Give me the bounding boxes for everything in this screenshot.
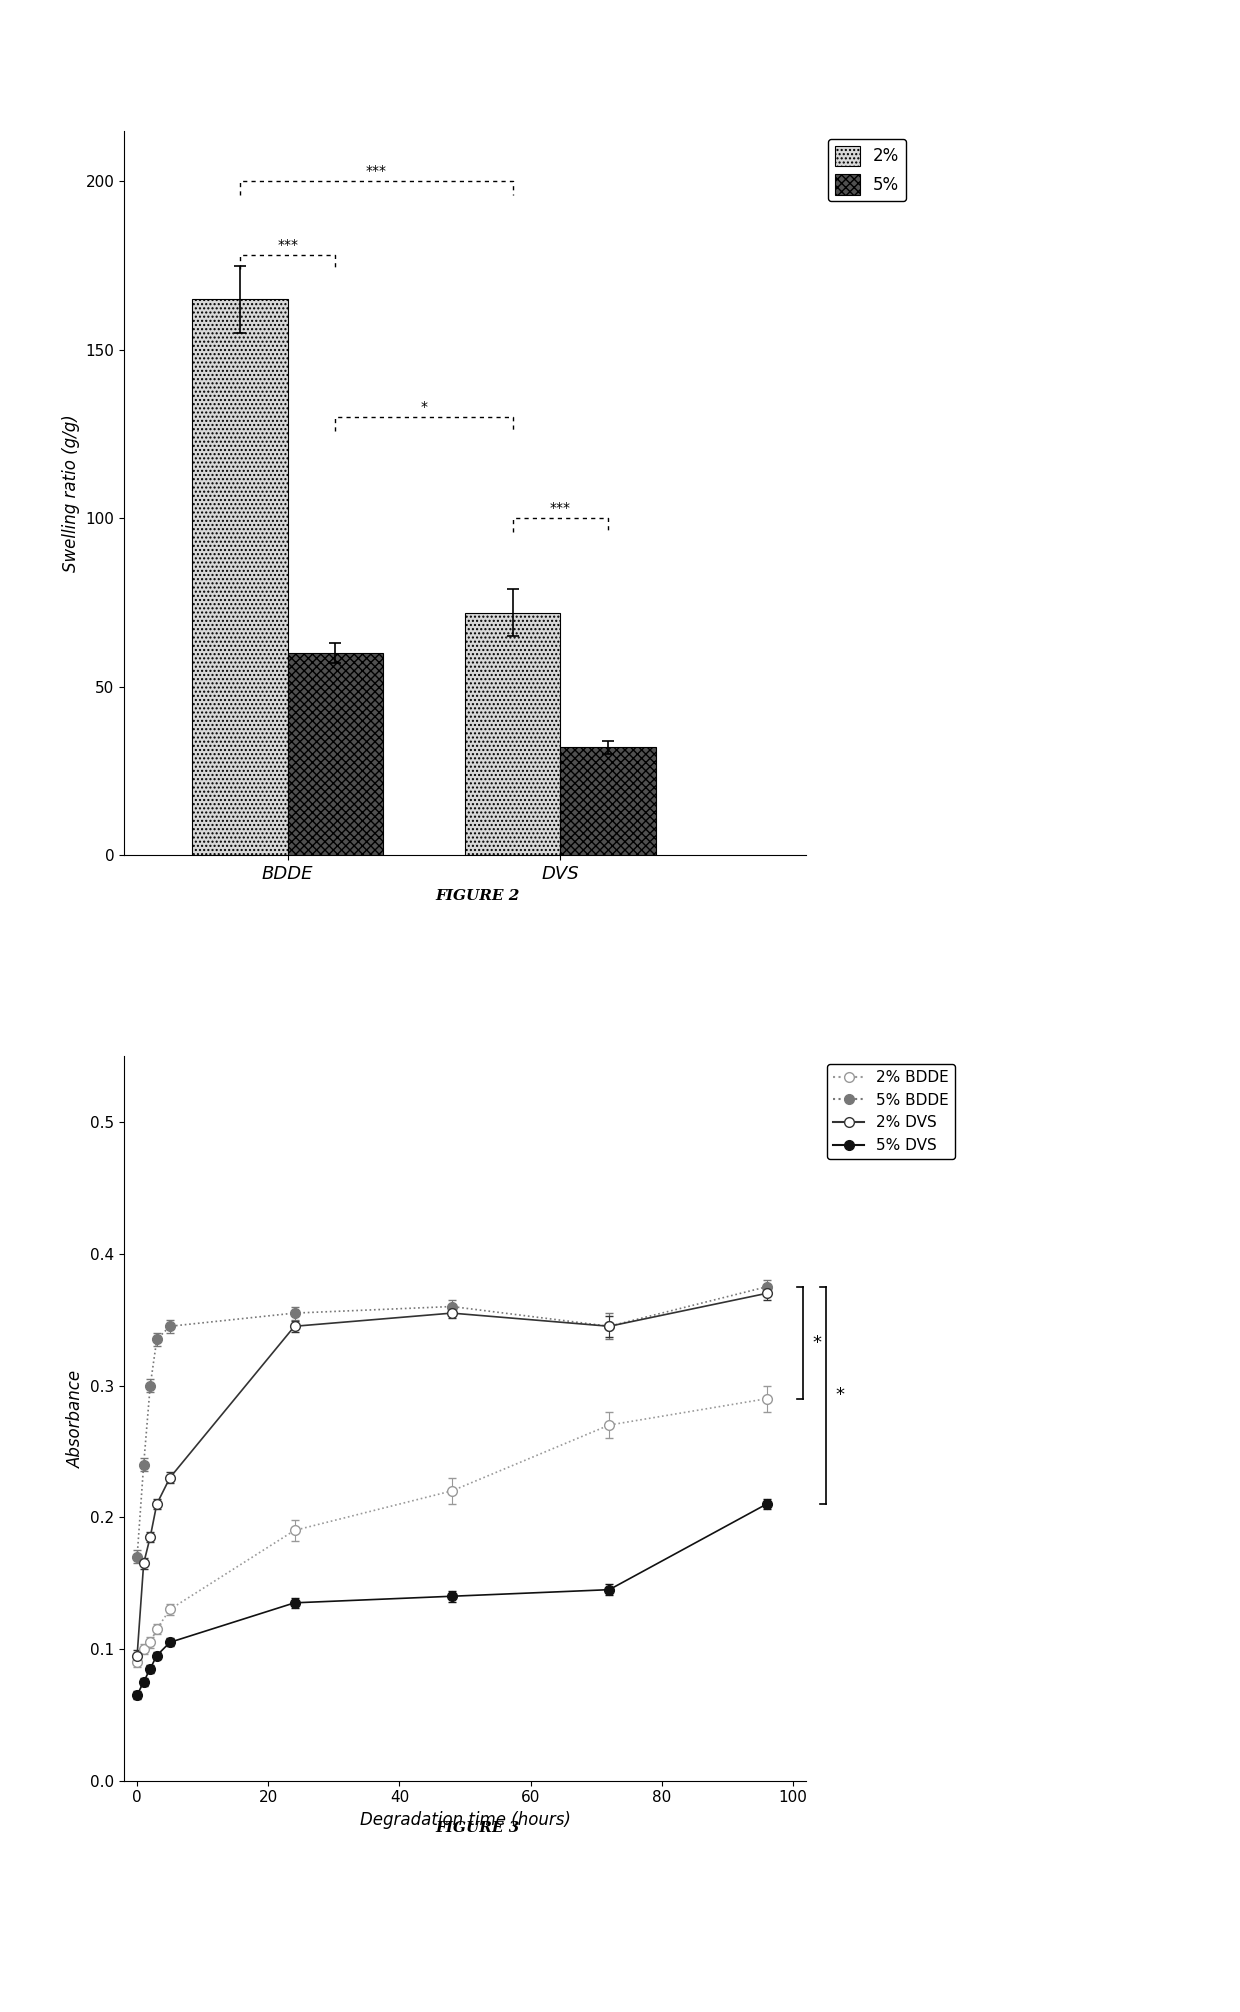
Bar xyxy=(560,746,656,855)
X-axis label: Degradation time (hours): Degradation time (hours) xyxy=(360,1811,570,1829)
Bar xyxy=(192,300,288,855)
Text: *: * xyxy=(420,400,428,414)
Text: *: * xyxy=(812,1334,822,1352)
Bar xyxy=(288,654,383,855)
Text: *: * xyxy=(836,1386,844,1404)
Legend: 2% BDDE, 5% BDDE, 2% DVS, 5% DVS: 2% BDDE, 5% BDDE, 2% DVS, 5% DVS xyxy=(827,1064,955,1159)
Text: ***: *** xyxy=(278,237,298,252)
Legend: 2%, 5%: 2%, 5% xyxy=(828,139,906,201)
Text: FIGURE 3: FIGURE 3 xyxy=(435,1821,520,1835)
Bar xyxy=(465,612,560,855)
Y-axis label: Absorbance: Absorbance xyxy=(67,1370,84,1467)
Text: ***: *** xyxy=(551,501,570,515)
Text: ***: *** xyxy=(366,163,387,177)
Y-axis label: Swelling ratio (g/g): Swelling ratio (g/g) xyxy=(62,414,79,571)
Text: FIGURE 2: FIGURE 2 xyxy=(435,889,520,903)
